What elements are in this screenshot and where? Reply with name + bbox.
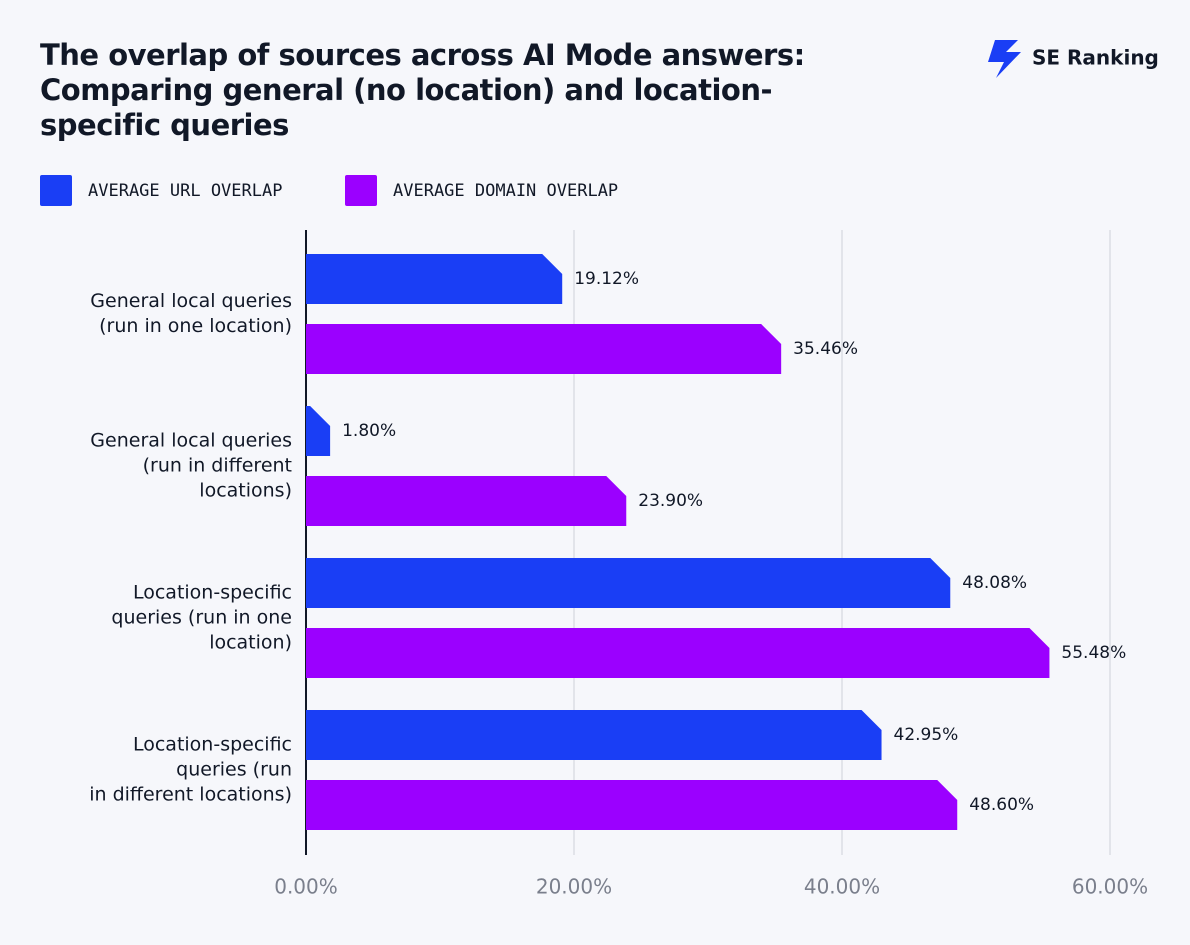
bar bbox=[306, 476, 627, 526]
value-label: 19.12% bbox=[574, 269, 639, 289]
value-label: 48.60% bbox=[969, 795, 1034, 815]
y-tick-label: General local queries (run in different … bbox=[90, 429, 292, 502]
y-tick-label: General local queries (run in one locati… bbox=[90, 290, 292, 337]
bar bbox=[306, 710, 882, 760]
logo-icon bbox=[988, 40, 1021, 78]
bar bbox=[306, 324, 782, 374]
x-tick-label: 0.00% bbox=[274, 875, 338, 899]
value-label: 55.48% bbox=[1061, 643, 1126, 663]
bar bbox=[306, 406, 331, 456]
chart-title: The overlap of sources across AI Mode an… bbox=[40, 38, 805, 142]
bar bbox=[306, 254, 563, 304]
legend-label: AVERAGE URL OVERLAP bbox=[88, 181, 282, 201]
x-tick-label: 40.00% bbox=[804, 875, 880, 899]
y-tick-label: Location-specific queries (run in differ… bbox=[89, 733, 292, 806]
x-tick-label: 60.00% bbox=[1072, 875, 1148, 899]
value-label: 35.46% bbox=[793, 339, 858, 359]
legend-swatch bbox=[345, 175, 377, 206]
value-label: 48.08% bbox=[962, 573, 1027, 593]
legend-label: AVERAGE DOMAIN OVERLAP bbox=[393, 181, 618, 201]
brand: SE Ranking bbox=[1032, 46, 1159, 70]
value-label: 1.80% bbox=[342, 421, 396, 441]
value-label: 42.95% bbox=[894, 725, 959, 745]
bar bbox=[306, 780, 958, 830]
bar bbox=[306, 628, 1050, 678]
bar bbox=[306, 558, 951, 608]
legend-swatch bbox=[40, 175, 72, 206]
value-label: 23.90% bbox=[638, 491, 703, 511]
x-tick-label: 20.00% bbox=[536, 875, 612, 899]
y-tick-label: Location-specific queries (run in one lo… bbox=[111, 581, 292, 654]
